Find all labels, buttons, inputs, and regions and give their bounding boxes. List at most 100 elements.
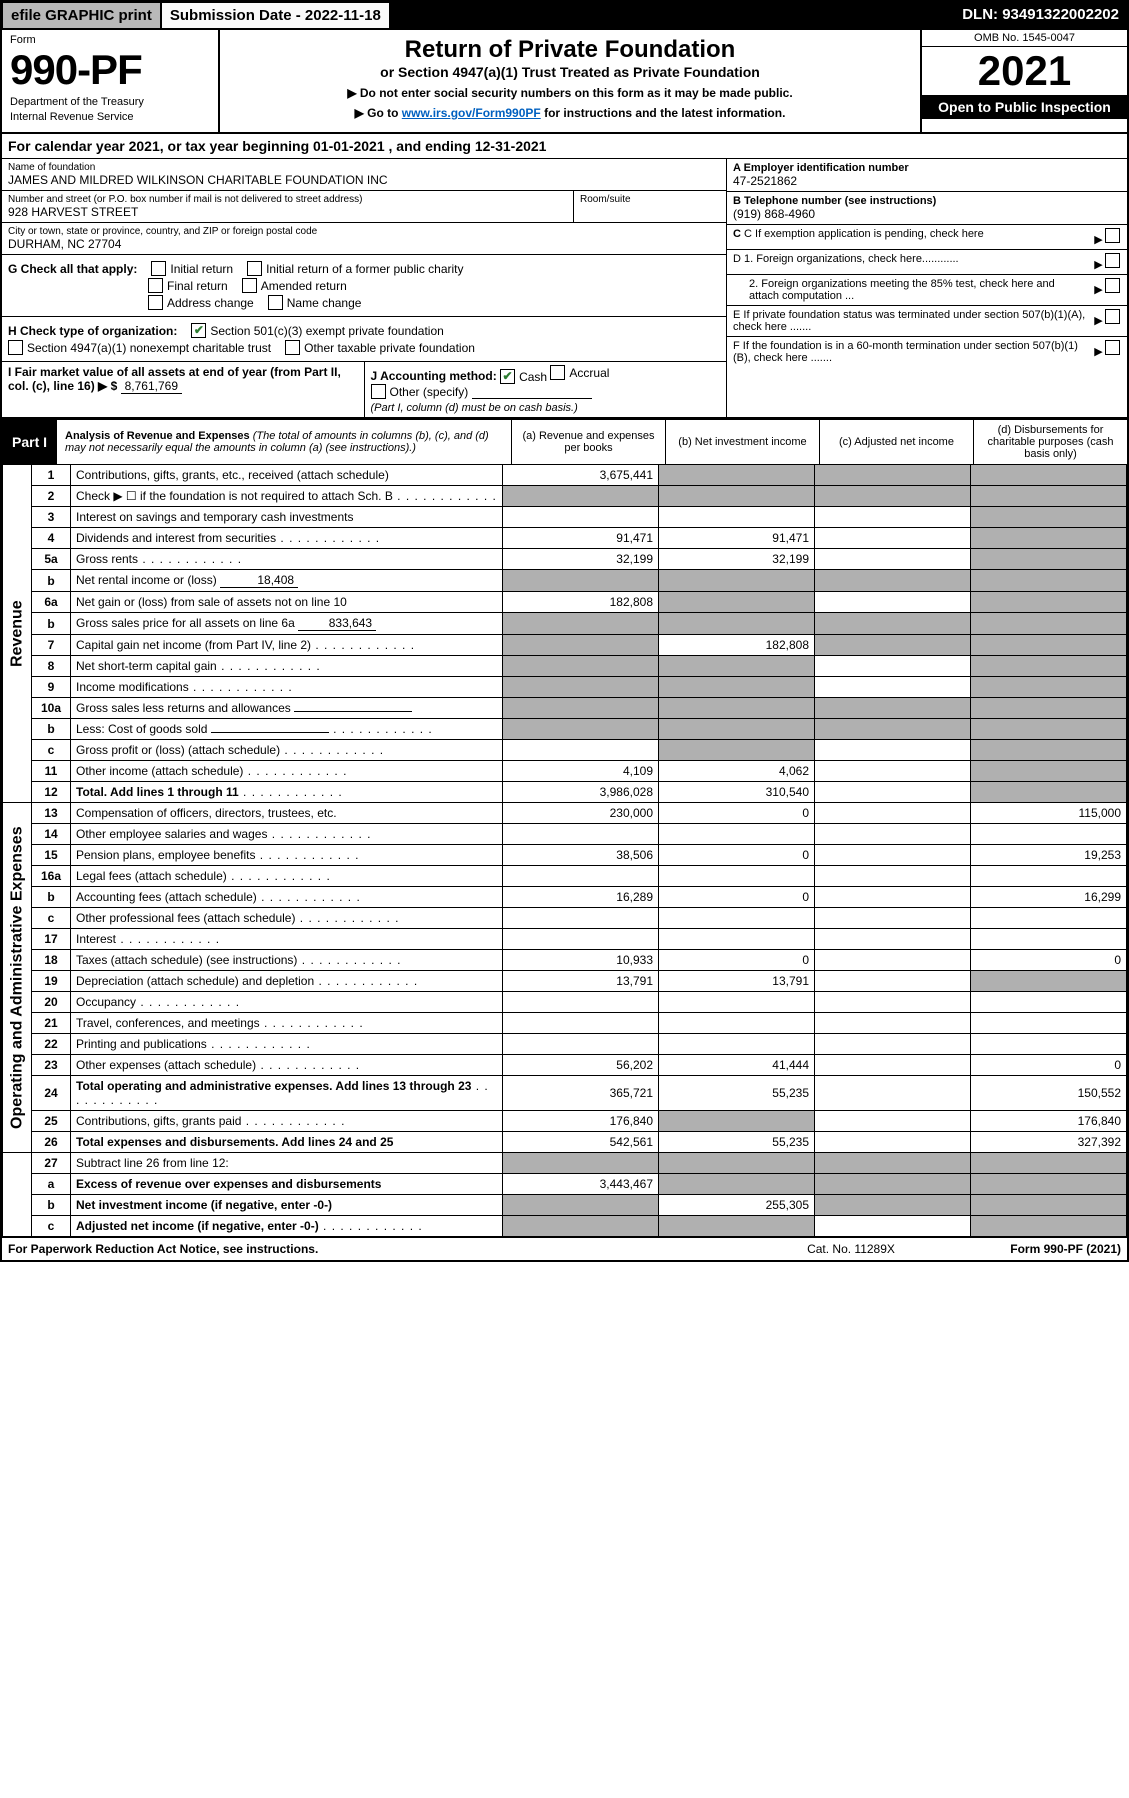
- line-number: 25: [32, 1111, 71, 1132]
- value-cell: [971, 507, 1127, 528]
- ck-cash[interactable]: Cash: [500, 369, 547, 384]
- line-number: b: [32, 613, 71, 635]
- value-cell: 19,253: [971, 845, 1127, 866]
- line-desc: Total operating and administrative expen…: [71, 1076, 503, 1111]
- value-cell: [971, 1174, 1127, 1195]
- value-cell: [815, 971, 971, 992]
- line-number: a: [32, 1174, 71, 1195]
- value-cell: [659, 465, 815, 486]
- calendar-year: For calendar year 2021, or tax year begi…: [2, 134, 1127, 159]
- line-desc: Income modifications: [71, 677, 503, 698]
- name-label: Name of foundation: [8, 162, 720, 173]
- phone-label: B Telephone number (see instructions): [733, 195, 1121, 207]
- value-cell: 4,109: [503, 761, 659, 782]
- header-center: Return of Private Foundation or Section …: [220, 30, 920, 132]
- line-desc: Net rental income or (loss) 18,408: [71, 570, 503, 592]
- value-cell: [971, 486, 1127, 507]
- table-row: 6aNet gain or (loss) from sale of assets…: [3, 592, 1127, 613]
- ck-f[interactable]: [1105, 340, 1120, 355]
- street-address: 928 HARVEST STREET: [8, 205, 567, 219]
- ck-501c3[interactable]: Section 501(c)(3) exempt private foundat…: [191, 323, 443, 338]
- value-cell: [503, 740, 659, 761]
- ck-initial-return[interactable]: Initial return: [151, 261, 233, 276]
- dln-label: DLN: 93491322002202: [954, 2, 1127, 29]
- ck-d2[interactable]: [1105, 278, 1120, 293]
- ck-e[interactable]: [1105, 309, 1120, 324]
- line-desc: Other expenses (attach schedule): [71, 1055, 503, 1076]
- i-j-row: I Fair market value of all assets at end…: [2, 362, 726, 417]
- form-container: efile GRAPHIC print Submission Date - 20…: [0, 0, 1129, 1262]
- ck-4947a1[interactable]: Section 4947(a)(1) nonexempt charitable …: [8, 340, 271, 355]
- value-cell: [815, 656, 971, 677]
- efile-label[interactable]: efile GRAPHIC print: [2, 2, 161, 29]
- value-cell: [815, 908, 971, 929]
- line-number: 27: [32, 1153, 71, 1174]
- table-row: 22Printing and publications: [3, 1034, 1127, 1055]
- ck-initial-former[interactable]: Initial return of a former public charit…: [247, 261, 463, 276]
- table-row: bGross sales price for all assets on lin…: [3, 613, 1127, 635]
- line-desc: Check ▶ ☐ if the foundation is not requi…: [71, 486, 503, 507]
- value-cell: [815, 635, 971, 656]
- line-desc: Other income (attach schedule): [71, 761, 503, 782]
- value-cell: [815, 992, 971, 1013]
- value-cell: [503, 1153, 659, 1174]
- value-cell: [971, 824, 1127, 845]
- value-cell: [659, 570, 815, 592]
- value-cell: 4,062: [659, 761, 815, 782]
- value-cell: [971, 1013, 1127, 1034]
- value-cell: 0: [659, 803, 815, 824]
- ck-name-change[interactable]: Name change: [268, 295, 362, 310]
- irs-link[interactable]: www.irs.gov/Form990PF: [402, 106, 541, 120]
- value-cell: [971, 1153, 1127, 1174]
- value-cell: 0: [971, 950, 1127, 971]
- value-cell: 176,840: [503, 1111, 659, 1132]
- value-cell: [815, 719, 971, 740]
- omb-number: OMB No. 1545-0047: [922, 30, 1127, 47]
- ck-c[interactable]: [1105, 228, 1120, 243]
- line-desc: Adjusted net income (if negative, enter …: [71, 1216, 503, 1237]
- value-cell: [815, 803, 971, 824]
- line-desc: Net investment income (if negative, ente…: [71, 1195, 503, 1216]
- line-desc: Interest: [71, 929, 503, 950]
- value-cell: [503, 929, 659, 950]
- ck-other-method[interactable]: Other (specify): [371, 384, 469, 399]
- line-desc: Excess of revenue over expenses and disb…: [71, 1174, 503, 1195]
- c-check: C C If exemption application is pending,…: [727, 225, 1127, 250]
- line-desc: Total. Add lines 1 through 11: [71, 782, 503, 803]
- ck-amended-return[interactable]: Amended return: [242, 278, 347, 293]
- line-desc: Net short-term capital gain: [71, 656, 503, 677]
- ck-accrual[interactable]: Accrual: [550, 365, 609, 380]
- value-cell: [659, 1034, 815, 1055]
- table-row: bNet investment income (if negative, ent…: [3, 1195, 1127, 1216]
- col-b-head: (b) Net investment income: [665, 420, 819, 464]
- table-row: 2Check ▶ ☐ if the foundation is not requ…: [3, 486, 1127, 507]
- part1-header: Part I Analysis of Revenue and Expenses …: [2, 418, 1127, 464]
- ck-address-change[interactable]: Address change: [148, 295, 254, 310]
- part1-table: Revenue1Contributions, gifts, grants, et…: [2, 464, 1127, 1237]
- table-row: 16aLegal fees (attach schedule): [3, 866, 1127, 887]
- fmv-value: 8,761,769: [121, 379, 182, 394]
- fmv-cell: I Fair market value of all assets at end…: [2, 362, 365, 417]
- value-cell: [971, 528, 1127, 549]
- ein-label: A Employer identification number: [733, 162, 1121, 174]
- line-desc: Total expenses and disbursements. Add li…: [71, 1132, 503, 1153]
- value-cell: [503, 677, 659, 698]
- ck-d1[interactable]: [1105, 253, 1120, 268]
- form-number: 990-PF: [10, 46, 210, 94]
- value-cell: [971, 782, 1127, 803]
- value-cell: 327,392: [971, 1132, 1127, 1153]
- g-checks: G Check all that apply: Initial return I…: [2, 255, 726, 317]
- line-number: 11: [32, 761, 71, 782]
- roomsuite-label: Room/suite: [580, 194, 720, 205]
- d2-check: 2. Foreign organizations meeting the 85%…: [727, 275, 1127, 306]
- table-row: cOther professional fees (attach schedul…: [3, 908, 1127, 929]
- value-cell: [971, 719, 1127, 740]
- ck-final-return[interactable]: Final return: [148, 278, 228, 293]
- value-cell: 55,235: [659, 1076, 815, 1111]
- table-row: 26Total expenses and disbursements. Add …: [3, 1132, 1127, 1153]
- ck-other-taxable[interactable]: Other taxable private foundation: [285, 340, 475, 355]
- line-desc: Compensation of officers, directors, tru…: [71, 803, 503, 824]
- value-cell: [503, 635, 659, 656]
- value-cell: [659, 507, 815, 528]
- j-note: (Part I, column (d) must be on cash basi…: [371, 402, 721, 414]
